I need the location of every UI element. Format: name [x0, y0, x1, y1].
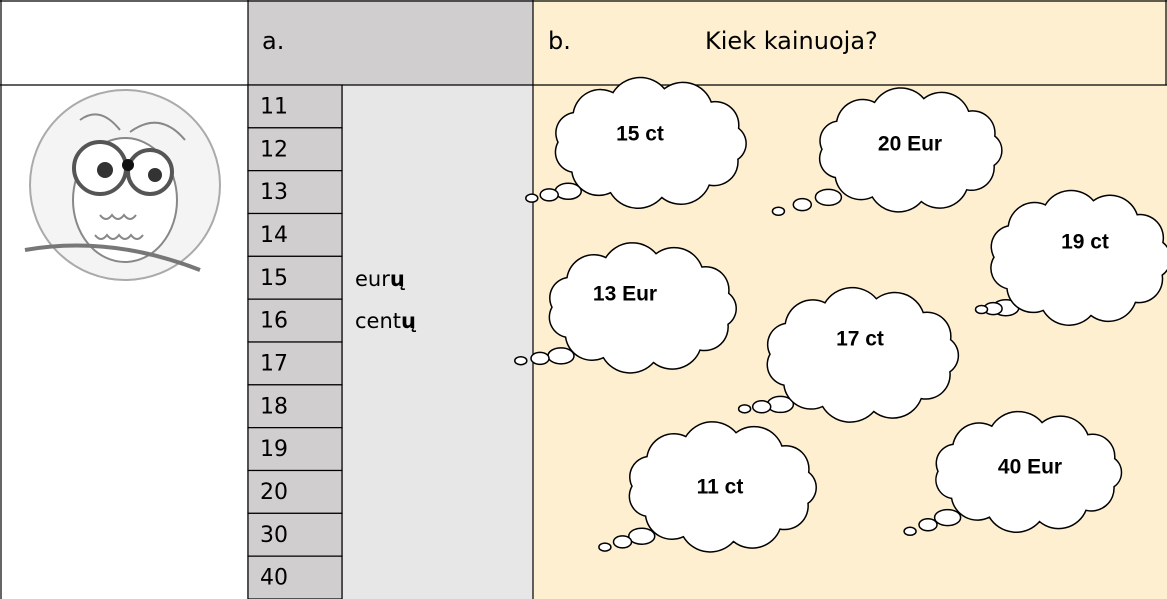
cloud-tail-bubble	[974, 304, 989, 315]
owl-illustration	[24, 89, 221, 281]
number: 40	[260, 566, 288, 591]
cloud-shape	[766, 286, 960, 423]
cloud-tail-bubble	[751, 399, 772, 414]
header-a-cell	[248, 0, 533, 85]
cloud: 19 ct	[974, 189, 1167, 326]
cloud-tail-bubble	[514, 355, 528, 366]
cloud-tail-bubble	[933, 508, 962, 527]
unit-word: centų	[355, 309, 417, 333]
cloud-tail-bubble	[903, 526, 917, 537]
cloud-tail-bubble	[771, 206, 786, 217]
number: 16	[260, 309, 288, 334]
cloud: 20 Eur	[771, 87, 1003, 217]
cloud-tail-bubble	[530, 351, 550, 366]
header-b-title: Kiek kainuoja?	[705, 27, 878, 55]
cloud-tail-bubble	[792, 197, 813, 212]
unit-ending: ų	[401, 309, 417, 333]
cloud-tail-bubble	[628, 527, 656, 545]
number-cell	[247, 255, 343, 300]
cloud-shape	[990, 189, 1167, 326]
cloud-tail-bubble	[539, 188, 559, 202]
number: 13	[260, 180, 288, 205]
header-b-letter: b.	[548, 27, 571, 55]
number-cell	[247, 512, 343, 557]
cloud-tail-bubble	[612, 535, 633, 549]
number: 17	[260, 351, 288, 376]
cloud-tail-bubble	[525, 193, 539, 203]
unit-cell	[342, 85, 533, 599]
number: 11	[260, 94, 288, 119]
cloud-tail-bubble	[918, 518, 938, 532]
cloud: 15 ct	[525, 76, 747, 209]
unit-word: eurų	[355, 267, 406, 291]
number-cell	[247, 341, 343, 386]
number-cell	[247, 127, 343, 172]
cloud-price: 11 ct	[697, 476, 744, 499]
number: 14	[260, 223, 288, 248]
number-cell	[247, 298, 343, 343]
number: 19	[260, 437, 288, 462]
cloud: 17 ct	[737, 286, 960, 423]
number-cell	[247, 555, 343, 599]
number-cell	[247, 84, 343, 129]
cloud-shape	[554, 76, 747, 209]
cloud-price: 17 ct	[836, 328, 884, 351]
cloud-shape	[628, 421, 817, 553]
unit-stem: cent	[355, 309, 401, 333]
cloud-price: 40 Eur	[998, 456, 1062, 479]
cloud-tail-bubble	[598, 542, 612, 552]
number: 18	[260, 394, 288, 419]
number-cell	[247, 469, 343, 514]
cloud: 40 Eur	[903, 410, 1123, 537]
number: 15	[260, 266, 288, 291]
cloud-price: 19 ct	[1061, 231, 1109, 254]
cloud-tail-bubble	[814, 188, 843, 207]
header-a: a.	[262, 27, 284, 55]
number-cell	[247, 427, 343, 472]
unit-stem: eur	[355, 267, 390, 291]
cloud-price: 13 Eur	[593, 283, 657, 306]
cloud-shape	[548, 242, 737, 374]
cloud-shape	[818, 87, 1003, 213]
number-cell	[247, 384, 343, 429]
cloud: 13 Eur	[514, 242, 737, 374]
cloud-price: 20 Eur	[878, 133, 942, 156]
number-cell	[247, 170, 343, 215]
cloud-tail-bubble	[737, 404, 752, 414]
number: 12	[260, 137, 288, 162]
cloud-shape	[935, 410, 1123, 533]
number: 20	[260, 480, 288, 505]
cloud-price: 15 ct	[616, 123, 664, 146]
number: 30	[260, 523, 288, 548]
unit-ending: ų	[390, 267, 406, 291]
cloud: 11 ct	[598, 421, 817, 553]
